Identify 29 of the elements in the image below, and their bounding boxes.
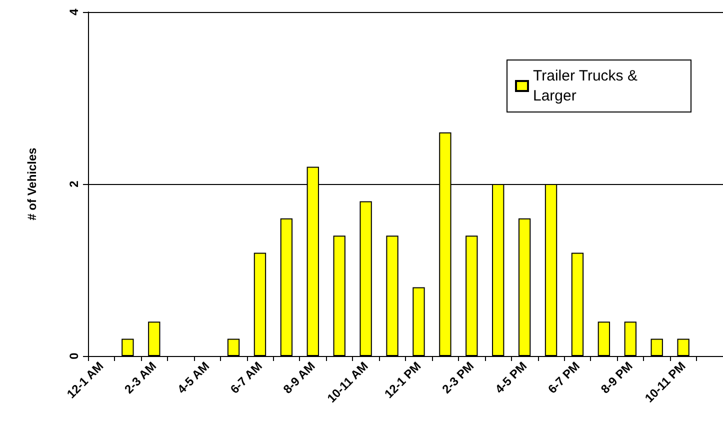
bar [677,338,690,356]
legend-label: Trailer Trucks & Larger [533,68,642,104]
bar [360,201,372,356]
bar [148,322,160,356]
bar [122,338,134,356]
y-tick-label: 4 [67,8,81,16]
bar [466,236,478,356]
bar [333,236,346,356]
bar [280,218,293,356]
bar [254,252,266,356]
bar [571,252,584,356]
bar [598,322,610,356]
x-tick-label: 2-3 AM [122,359,160,396]
x-tick-label: 2-3 PM [439,359,477,396]
x-tick-label: 6-7 PM [545,359,582,396]
bar [227,338,240,356]
y-axis-title: # of Vehicles [25,147,39,220]
bar [386,236,398,356]
x-tick-label: 8-9 PM [598,359,636,396]
x-tick-label: 8-9 AM [280,359,318,396]
y-tick-label: 0 [67,352,81,360]
bar [650,338,663,356]
bar [518,218,531,356]
x-tick-label: 6-7 AM [228,359,265,396]
y-tick-label: 2 [67,180,81,188]
x-tick-label: 4-5 AM [174,359,212,396]
x-tick-label: 4-5 PM [492,359,530,396]
bar [624,322,636,356]
bar [412,287,425,356]
